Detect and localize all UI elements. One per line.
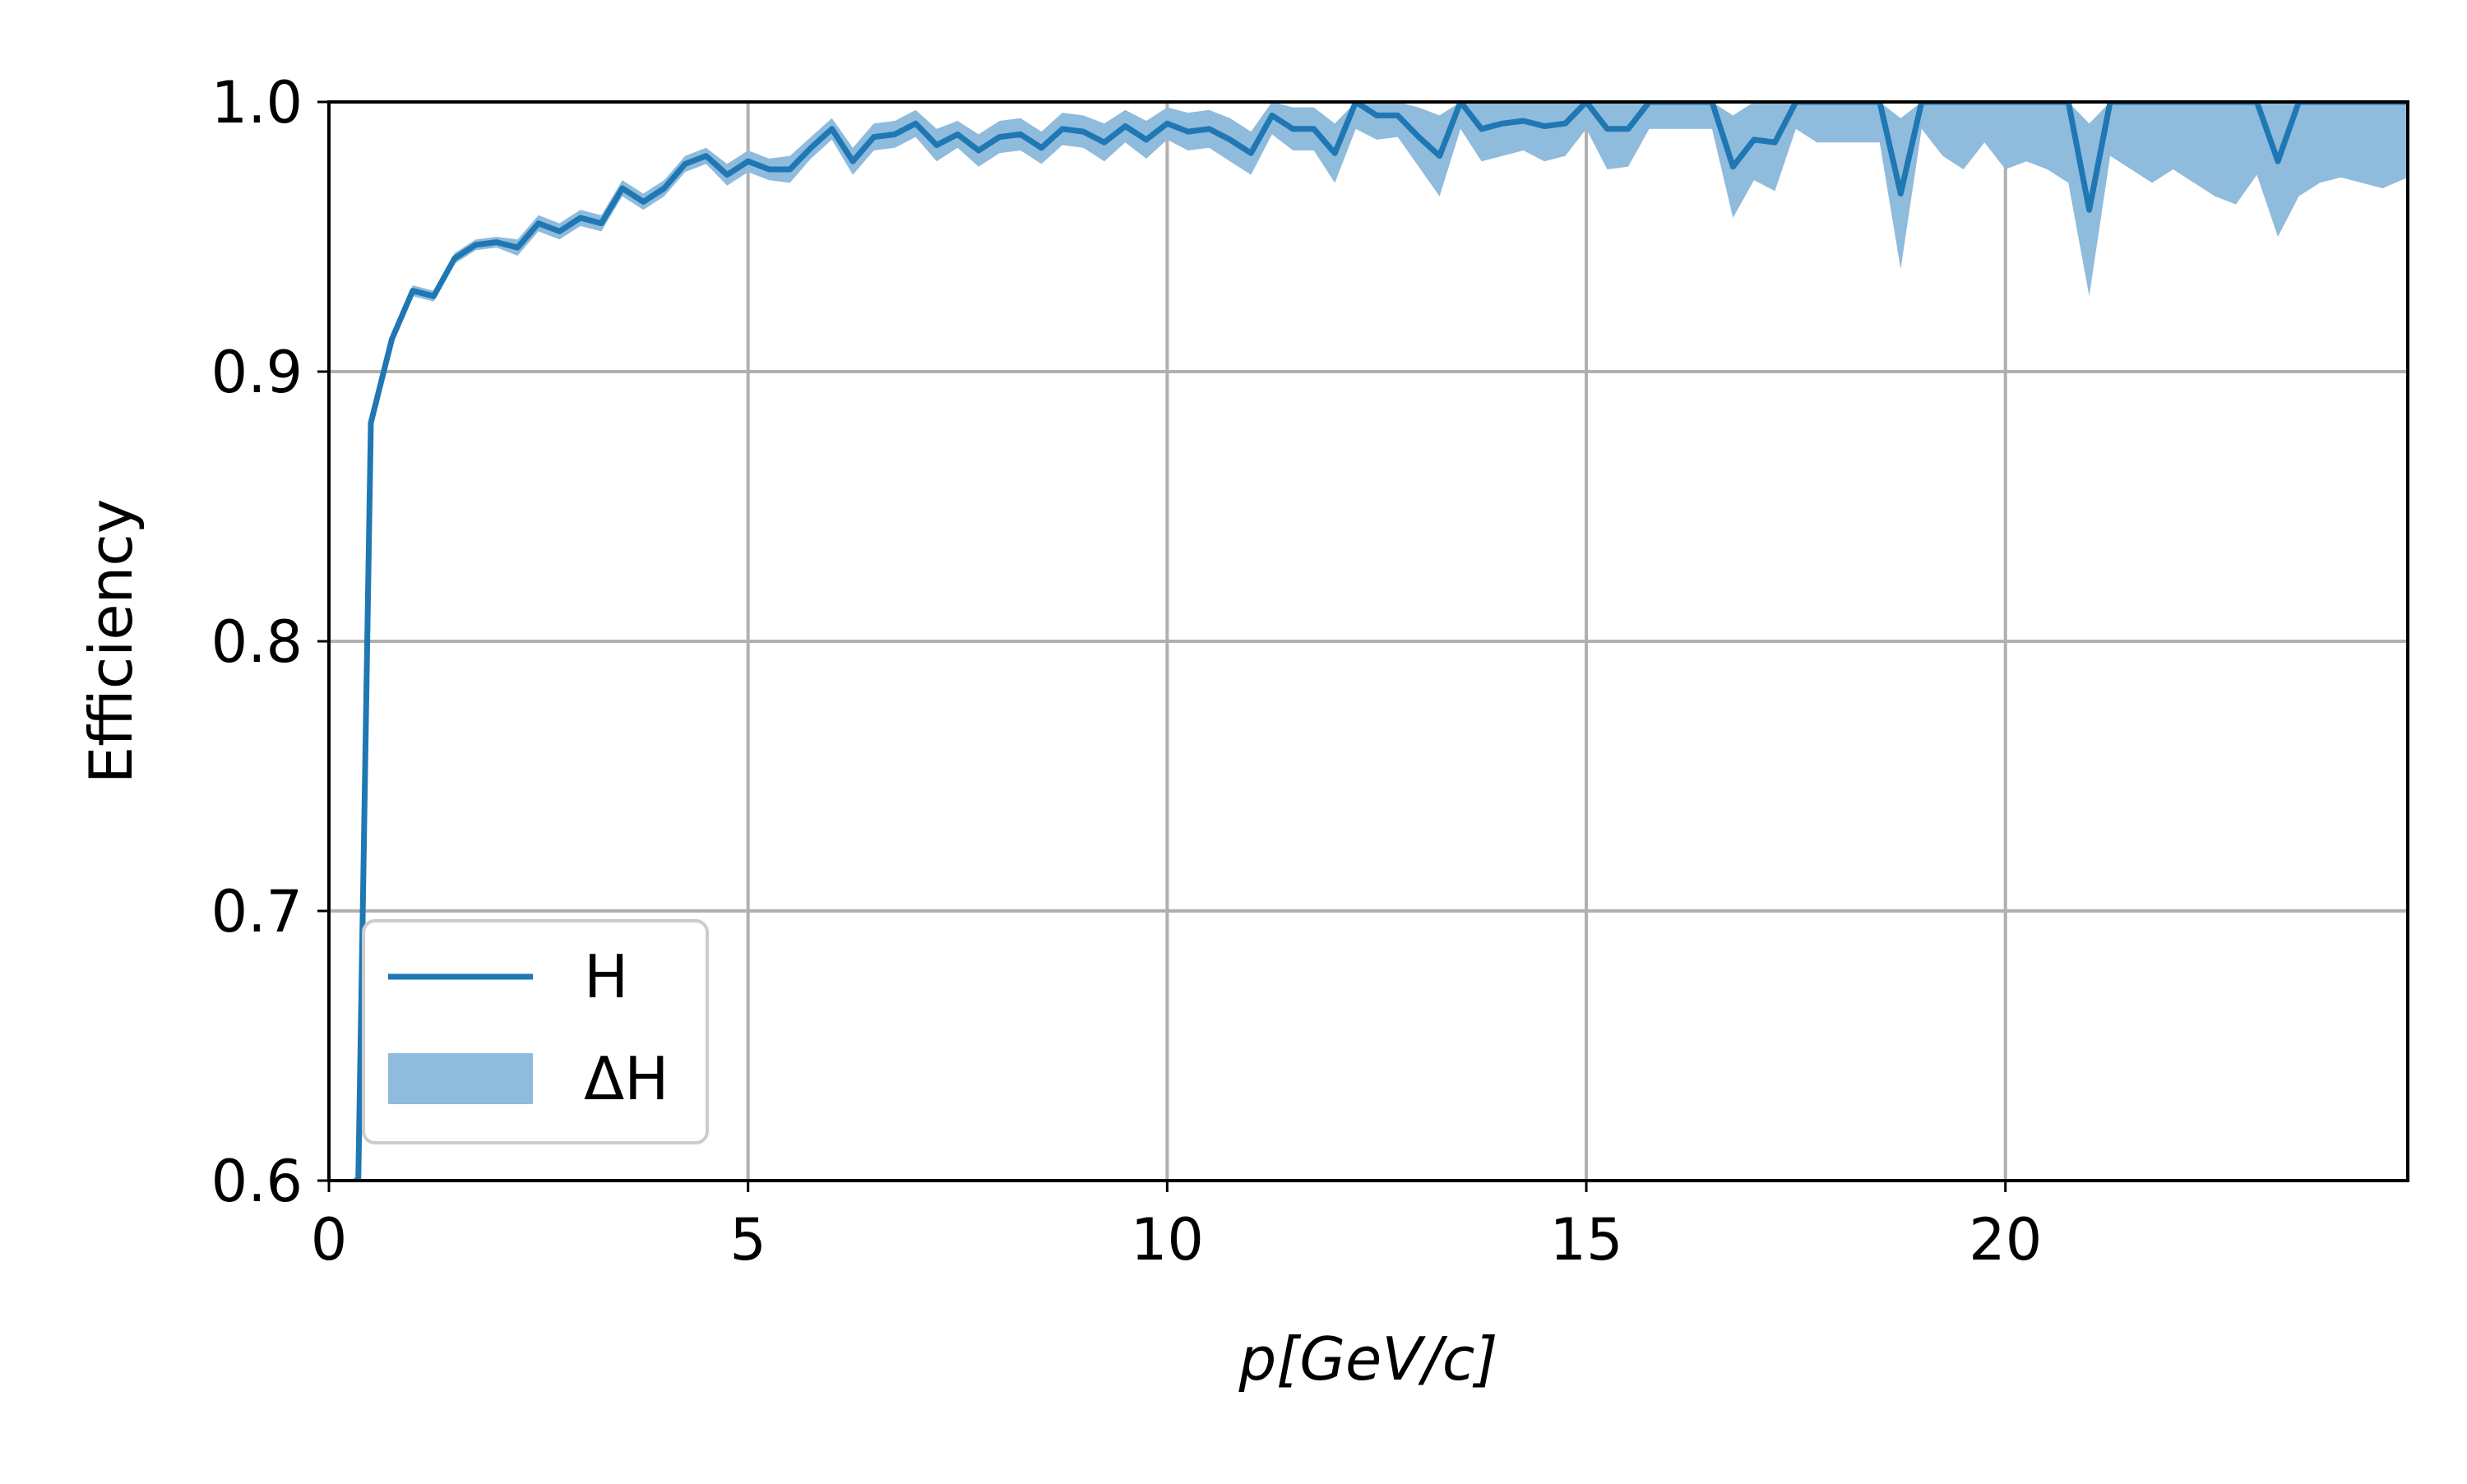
legend-label-line: H bbox=[584, 942, 628, 1011]
y-tick-label: 0.7 bbox=[211, 878, 303, 945]
y-tick-label: 0.6 bbox=[211, 1148, 303, 1215]
y-axis-title: Efficiency bbox=[76, 499, 146, 784]
legend-label-band: ΔH bbox=[584, 1044, 669, 1113]
x-tick-label: 15 bbox=[1549, 1206, 1622, 1274]
legend: H ΔH bbox=[362, 919, 709, 1144]
x-tick-label: 20 bbox=[1969, 1206, 2042, 1274]
y-axis-ticks: 0.6 0.7 0.8 0.9 1.0 bbox=[211, 69, 329, 1215]
y-tick-label: 1.0 bbox=[211, 69, 303, 136]
efficiency-line bbox=[354, 102, 2408, 1181]
y-tick-label: 0.8 bbox=[211, 608, 303, 676]
legend-band-swatch bbox=[388, 1053, 533, 1104]
efficiency-line-layer bbox=[354, 102, 2408, 1181]
x-tick-label: 5 bbox=[729, 1206, 766, 1274]
x-axis-title: p[GeV/c] bbox=[1238, 1325, 1497, 1394]
x-tick-label: 10 bbox=[1131, 1206, 1204, 1274]
x-tick-label: 0 bbox=[311, 1206, 348, 1274]
x-axis-ticks: 0 5 10 15 20 bbox=[311, 1181, 2042, 1274]
y-tick-label: 0.9 bbox=[211, 339, 303, 406]
